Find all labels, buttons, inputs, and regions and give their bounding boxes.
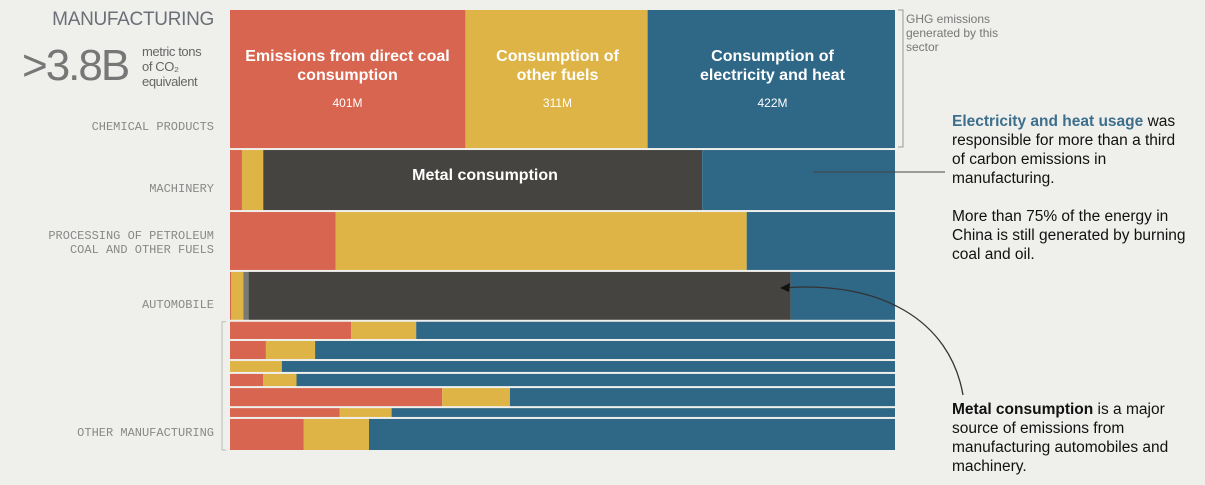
bar-segment-electricity [702, 150, 895, 211]
bar-segment-coal [230, 271, 232, 320]
segment-value: 422M [757, 96, 788, 110]
bar-segment-electricity [281, 361, 895, 372]
annotation-bold: Metal consumption [952, 401, 1094, 418]
annotation-arrow-line [781, 286, 964, 396]
bar-segment-electricity [416, 321, 895, 339]
other-manufacturing-bracket [221, 321, 226, 451]
bracket-note: GHG emissions generated by this sector [906, 12, 999, 54]
annotation-metal: Metal consumption is a major source of e… [952, 400, 1192, 476]
bar-segment-other [351, 321, 417, 339]
bar-segment-coal [230, 373, 264, 387]
segment-name: Consumption of electricity and heat [700, 48, 845, 84]
row-label-machinery: MACHINERY [149, 182, 214, 196]
bar-segment-electricity [509, 388, 895, 407]
bar-segment-electricity [790, 271, 895, 320]
row-label-other: OTHER MANUFACTURING [77, 426, 214, 440]
row-label-line: COAL AND OTHER FUELS [69, 243, 214, 257]
bar-segment-other [263, 373, 297, 387]
bar-segment-other [231, 271, 244, 320]
bar-segment-other [335, 212, 747, 270]
segment-value: 311M [542, 96, 573, 110]
bar-segment-coal [230, 340, 266, 360]
segment-label-coal: Emissions from direct coal consumption 4… [240, 47, 455, 113]
bar-segment-other [339, 408, 392, 417]
row-label-chemical: CHEMICAL PRODUCTS [91, 120, 214, 134]
row-label-petroleum: PROCESSING OF PETROLEUM COAL AND OTHER F… [0, 229, 214, 257]
unit-line: metric tons [142, 44, 202, 59]
bar-segment-coal [230, 10, 466, 149]
bar-segment-other [241, 150, 264, 211]
bar-segment-electricity [647, 10, 895, 149]
bar-segment-metal [248, 271, 791, 320]
annotation-electricity: Electricity and heat usage was responsib… [952, 112, 1192, 264]
bar-segment-other [442, 388, 510, 407]
bar-segment-minor [243, 271, 249, 320]
bar-segment-electricity [315, 340, 895, 360]
bar-segment-metal [263, 150, 703, 211]
segment-label-other: Consumption of other fuels 311M [480, 47, 635, 113]
bar-segment-other [303, 418, 369, 450]
bar-segment-electricity [368, 418, 895, 450]
bar-segment-coal [230, 150, 242, 211]
segment-label-electricity: Consumption of electricity and heat 422M [680, 47, 865, 113]
bar-segment-other [230, 361, 282, 372]
bar-segment-other [465, 10, 648, 149]
annotation-energy: More than 75% of the energy in China is … [952, 208, 1186, 263]
bar-segment-coal [230, 418, 304, 450]
bar-segment-electricity [296, 373, 895, 387]
annotation-bold: Electricity and heat usage [952, 113, 1144, 130]
annotation-text: was responsible for more than a third of… [952, 113, 1176, 187]
bar-segment-electricity [746, 212, 895, 270]
arrow-head-icon [780, 283, 790, 292]
segment-value: 401M [332, 96, 363, 110]
row-label-automobile: AUTOMOBILE [141, 298, 214, 312]
bar-segment-electricity [391, 408, 895, 417]
row-label-line: PROCESSING OF PETROLEUM [48, 229, 214, 243]
sector-bracket [898, 9, 904, 148]
total-emissions: >3.8B [22, 41, 130, 90]
bar-segment-coal [230, 321, 352, 339]
bar-segment-coal [230, 388, 443, 407]
unit-line: equivalent [142, 74, 198, 89]
annotation-text: is a major source of emissions from manu… [952, 401, 1169, 475]
bar-segment-coal [230, 212, 336, 270]
chart-title: MANUFACTURING [52, 9, 214, 30]
bar-segment-other [265, 340, 316, 360]
unit-label: metric tons of CO₂ equivalent [142, 44, 222, 89]
segment-name: Consumption of other fuels [496, 48, 619, 84]
bar-segment-coal [230, 408, 340, 417]
unit-line: of CO₂ [142, 59, 179, 74]
segment-name: Emissions from direct coal consumption [245, 48, 450, 84]
segment-label-metal: Metal consumption [412, 167, 558, 184]
